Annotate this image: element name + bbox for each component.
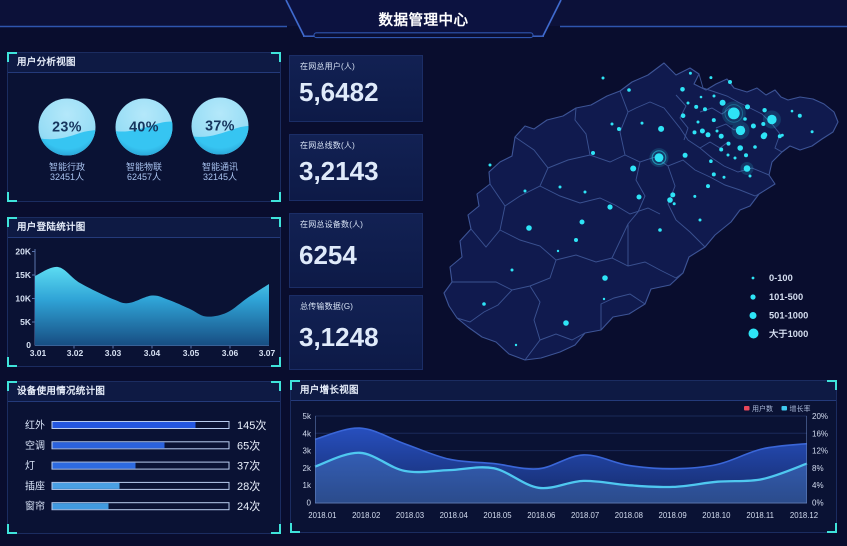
svg-text:4k: 4k [303,429,312,438]
svg-text:3k: 3k [303,447,312,456]
svg-text:62457人: 62457人 [127,172,161,182]
svg-text:2018.02: 2018.02 [352,511,380,520]
svg-text:37次: 37次 [237,459,260,473]
svg-text:0: 0 [26,340,31,350]
svg-text:0: 0 [307,499,312,508]
svg-text:40%: 40% [129,120,159,136]
svg-text:2018.11: 2018.11 [746,511,774,520]
svg-text:12%: 12% [812,447,828,456]
svg-text:1k: 1k [303,481,312,490]
svg-text:37%: 37% [205,119,235,135]
svg-text:2018.12: 2018.12 [790,511,818,520]
svg-text:23%: 23% [52,120,82,136]
svg-text:4%: 4% [812,481,824,490]
svg-text:3.02: 3.02 [67,348,84,358]
svg-text:15K: 15K [15,270,31,280]
svg-text:2018.07: 2018.07 [571,511,599,520]
svg-text:20K: 20K [15,247,31,257]
svg-text:2k: 2k [303,464,312,473]
svg-text:10K: 10K [15,294,31,304]
svg-text:2018.06: 2018.06 [527,511,555,520]
svg-text:智能行政: 智能行政 [49,161,85,172]
svg-text:插座: 插座 [25,479,45,492]
svg-text:0%: 0% [812,499,824,508]
svg-text:24次: 24次 [237,499,260,513]
svg-text:0-100: 0-100 [769,273,793,283]
svg-text:2018.04: 2018.04 [440,511,469,520]
svg-text:3.05: 3.05 [183,348,200,358]
svg-text:2018.10: 2018.10 [702,511,731,520]
svg-text:20%: 20% [812,412,828,421]
svg-text:145次: 145次 [237,418,266,432]
svg-text:101-500: 101-500 [769,292,803,302]
svg-text:3.07: 3.07 [259,348,276,358]
svg-text:增长率: 增长率 [790,404,811,413]
svg-text:2018.05: 2018.05 [483,511,512,520]
svg-text:3.06: 3.06 [222,348,239,358]
svg-text:3.03: 3.03 [105,348,122,358]
svg-text:5k: 5k [303,412,312,421]
svg-text:32145人: 32145人 [203,172,237,182]
svg-text:灯: 灯 [25,460,35,472]
svg-text:65次: 65次 [237,438,260,452]
svg-text:2018.03: 2018.03 [396,511,424,520]
svg-text:3.01: 3.01 [30,348,47,358]
svg-text:16%: 16% [812,429,828,438]
svg-text:501-1000: 501-1000 [769,311,808,321]
svg-text:3.04: 3.04 [144,348,161,358]
svg-text:32451人: 32451人 [50,172,84,182]
svg-text:空调: 空调 [25,439,45,452]
svg-text:2018.08: 2018.08 [615,511,643,520]
svg-text:红外: 红外 [25,419,45,432]
svg-text:窗帘: 窗帘 [25,500,45,513]
svg-text:智能物联: 智能物联 [126,161,162,172]
svg-text:智能通讯: 智能通讯 [202,161,238,172]
svg-text:2018.09: 2018.09 [659,511,687,520]
svg-text:5K: 5K [20,317,32,327]
svg-text:大于1000: 大于1000 [769,328,808,339]
svg-text:2018.01: 2018.01 [308,511,336,520]
svg-text:28次: 28次 [237,479,260,493]
svg-text:用户数: 用户数 [752,404,773,413]
svg-text:8%: 8% [812,464,824,473]
